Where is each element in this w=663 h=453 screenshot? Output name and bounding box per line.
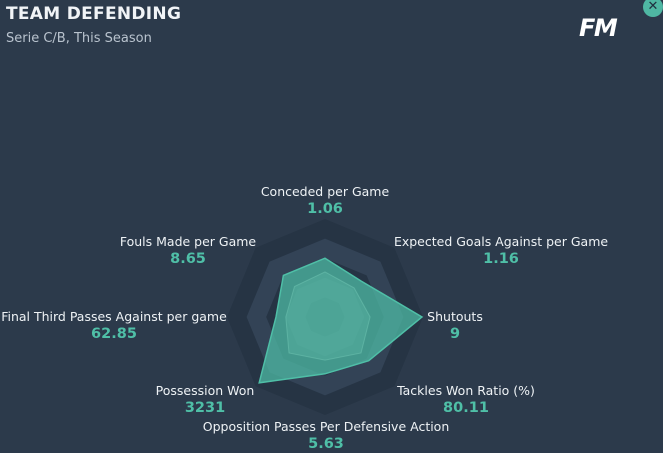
metric-label: Final Third Passes Against per game bbox=[1, 309, 227, 324]
metric-shutouts: Shutouts 9 bbox=[427, 309, 483, 343]
metric-value: 5.63 bbox=[308, 436, 344, 452]
page-subtitle: Serie C/B, This Season bbox=[6, 31, 152, 46]
radar-value-shape bbox=[258, 257, 424, 384]
metric-tackles-won-ratio: Tackles Won Ratio (%) 80.11 bbox=[397, 383, 535, 417]
close-icon: ✕ bbox=[647, 0, 659, 14]
metric-opposition-ppda: Opposition Passes Per Defensive Action 5… bbox=[203, 419, 450, 453]
metric-value: 8.65 bbox=[170, 251, 206, 267]
page-title: TEAM DEFENDING bbox=[6, 4, 182, 24]
metric-label: Expected Goals Against per Game bbox=[393, 234, 609, 249]
metric-value: 1.06 bbox=[307, 201, 343, 217]
metric-label: Tackles Won Ratio (%) bbox=[397, 383, 535, 398]
metric-final-third-passes-against: Final Third Passes Against per game 62.8… bbox=[1, 309, 227, 343]
metric-value: 62.85 bbox=[91, 326, 137, 342]
metric-label: Conceded per Game bbox=[260, 184, 390, 199]
metric-value: 1.16 bbox=[483, 251, 519, 267]
fm-logo: FM bbox=[579, 14, 618, 42]
close-button[interactable]: ✕ bbox=[643, 0, 663, 17]
metric-label: Fouls Made per Game bbox=[119, 234, 257, 249]
metric-value: 80.11 bbox=[443, 400, 489, 416]
metric-label: Shutouts bbox=[427, 309, 483, 324]
metric-label: Opposition Passes Per Defensive Action bbox=[202, 419, 450, 434]
metric-conceded-per-game: Conceded per Game 1.06 bbox=[261, 184, 389, 218]
metric-possession-won: Possession Won 3231 bbox=[156, 383, 255, 417]
metric-value: 9 bbox=[449, 326, 461, 342]
metric-fouls-made-per-game: Fouls Made per Game 8.65 bbox=[120, 234, 256, 268]
metric-label: Possession Won bbox=[155, 383, 255, 398]
metric-value: 3231 bbox=[184, 400, 226, 416]
metric-expected-goals-against: Expected Goals Against per Game 1.16 bbox=[394, 234, 608, 268]
